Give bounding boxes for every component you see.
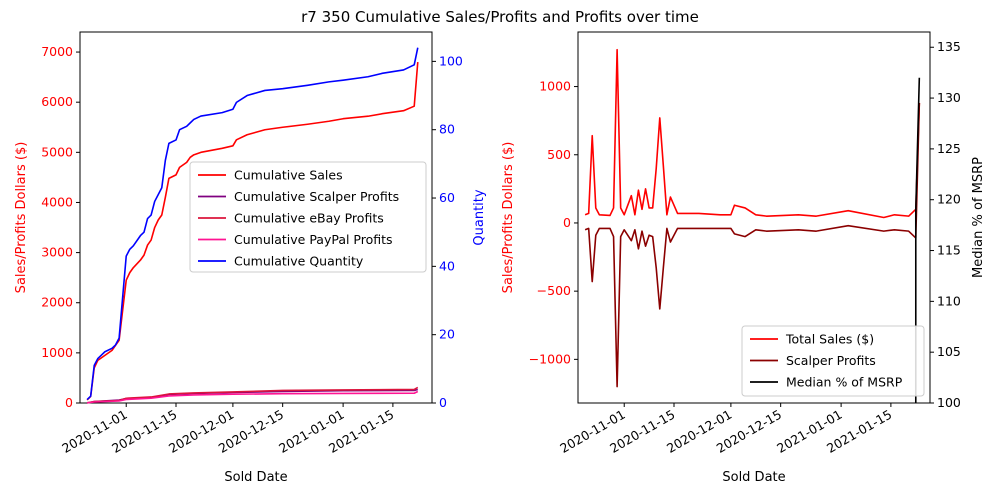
legend-label: Cumulative Scalper Profits	[234, 189, 399, 204]
y2-tick-label: 60	[439, 190, 455, 205]
y2-tick-label: 125	[937, 141, 961, 156]
y-tick-label: 1000	[41, 345, 73, 360]
y-tick-label: −1000	[529, 351, 571, 366]
y-tick-label: 1000	[539, 79, 571, 94]
legend-label: Cumulative eBay Profits	[234, 211, 384, 226]
x-axis-label: Sold Date	[224, 470, 287, 485]
y-tick-label: 7000	[41, 44, 73, 59]
plot-frame	[577, 31, 931, 404]
series-line-2	[584, 102, 921, 388]
y-axis-label: Sales/Profits Dollars ($)	[501, 142, 516, 294]
y2-tick-label: 130	[937, 90, 961, 105]
y-tick-label: 5000	[41, 144, 73, 159]
y-tick-label: −500	[537, 283, 571, 298]
y2-tick-label: 120	[937, 192, 961, 207]
y2-tick-label: 80	[439, 122, 455, 137]
legend-label: Cumulative Quantity	[234, 254, 364, 269]
y2-tick-label: 115	[937, 243, 961, 258]
y-tick-label: 0	[65, 395, 73, 410]
legend-label: Scalper Profits	[786, 353, 876, 368]
legend-box	[189, 161, 427, 273]
y-tick-label: 0	[563, 215, 571, 230]
plot-frame	[79, 31, 433, 404]
y2-axis-label: Median % of MSRP	[971, 157, 986, 278]
y-tick-label: 500	[547, 147, 571, 162]
x-axis-label: Sold Date	[722, 470, 785, 485]
y2-tick-label: 105	[937, 344, 961, 359]
series-line-1	[584, 48, 921, 219]
y2-tick-label: 135	[937, 39, 961, 54]
y2-tick-label: 40	[439, 258, 455, 273]
y2-tick-label: 100	[937, 395, 961, 410]
y-tick-label: 3000	[41, 245, 73, 260]
y-axis-label: Sales/Profits Dollars ($)	[14, 142, 29, 294]
legend-box	[741, 325, 925, 397]
y2-tick-label: 100	[439, 53, 463, 68]
y-tick-label: 4000	[41, 194, 73, 209]
legend-label: Median % of MSRP	[786, 375, 903, 390]
y-tick-label: 6000	[41, 94, 73, 109]
y-tick-label: 2000	[41, 295, 73, 310]
y2-tick-label: 0	[439, 395, 447, 410]
y2-axis-label: Quantity	[472, 189, 487, 245]
series-line-4	[87, 390, 419, 404]
legend-label: Cumulative Sales	[234, 168, 343, 183]
series-line-5	[86, 47, 419, 401]
figure-title: r7 350 Cumulative Sales/Profits and Prof…	[301, 8, 699, 26]
legend-label: Total Sales ($)	[785, 332, 874, 347]
legend-label: Cumulative PayPal Profits	[234, 232, 393, 247]
y2-tick-label: 110	[937, 293, 961, 308]
y2-tick-label: 20	[439, 327, 455, 342]
